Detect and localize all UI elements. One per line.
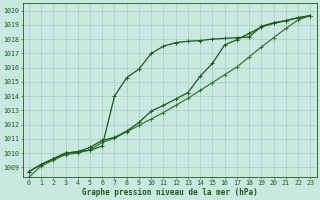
X-axis label: Graphe pression niveau de la mer (hPa): Graphe pression niveau de la mer (hPa) xyxy=(82,188,258,197)
